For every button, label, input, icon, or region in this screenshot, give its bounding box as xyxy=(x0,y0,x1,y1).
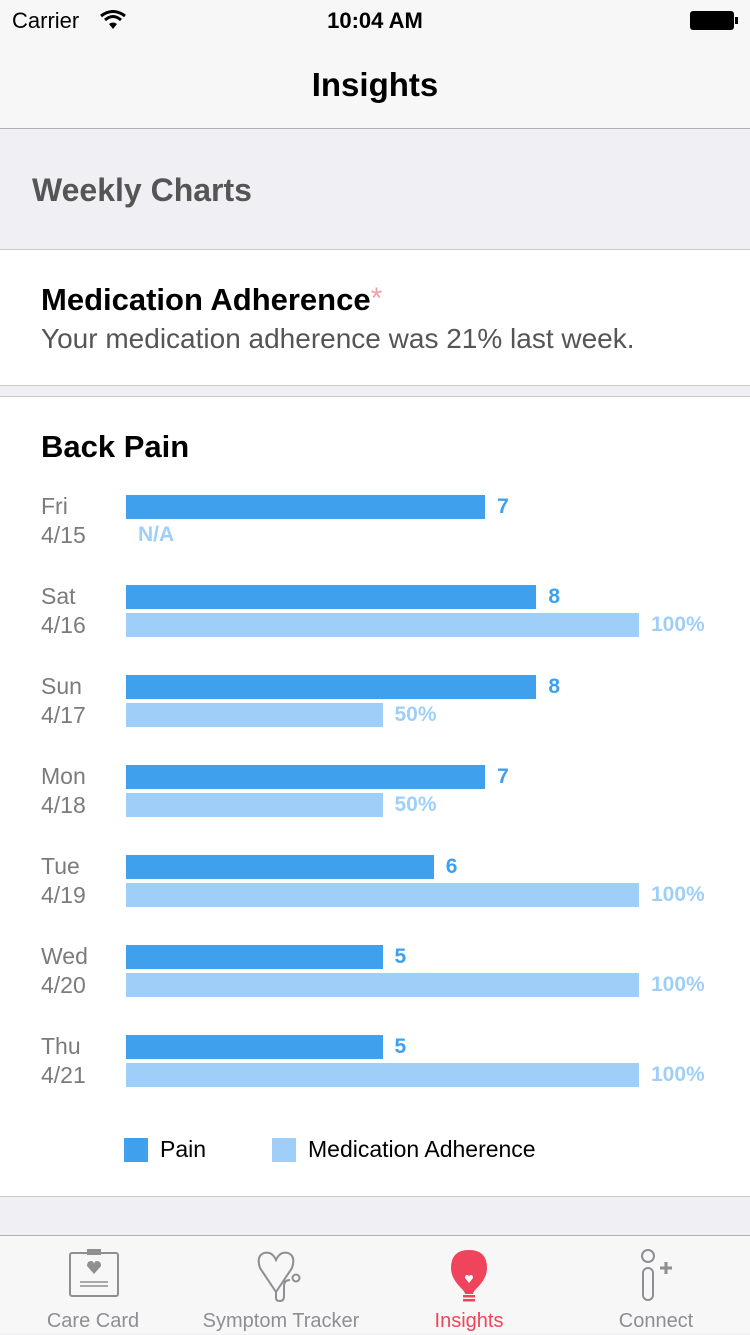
navigation-bar: Insights xyxy=(0,40,750,129)
clock: 10:04 AM xyxy=(327,8,423,33)
pain-bar xyxy=(126,495,486,519)
day-label-line: Fri xyxy=(41,493,68,519)
pain-bar xyxy=(126,765,486,789)
card-title: Medication Adherence* xyxy=(41,282,383,317)
pain-value-label: 8 xyxy=(548,585,561,608)
day-label: Sun 4/17 xyxy=(41,672,86,730)
day-label-line: Thu xyxy=(41,1033,81,1059)
adherence-bar xyxy=(126,1063,639,1087)
tab-care-card[interactable]: Care Card xyxy=(0,1236,186,1335)
pain-value-label: 7 xyxy=(497,495,509,518)
adherence-value-label: N/A xyxy=(138,523,175,546)
day-label-line: Wed xyxy=(41,943,88,969)
tab-symptom-tracker[interactable]: Symptom Tracker xyxy=(186,1236,376,1335)
legend-swatch-pain xyxy=(124,1138,148,1162)
carrier: Carrier xyxy=(12,8,80,33)
tab-label: Insights xyxy=(434,1310,504,1332)
adherence-bar xyxy=(126,883,639,907)
status-bar: Carrier 10:04 AM xyxy=(0,0,750,40)
adherence-value-label: 100% xyxy=(651,883,705,906)
day-label: Wed 4/20 xyxy=(41,942,88,1000)
day-label: Tue 4/19 xyxy=(41,852,86,910)
tab-bar: Care Card Symptom Tracker Insights Conne… xyxy=(0,1235,750,1334)
day-label-line: Mon xyxy=(41,763,86,789)
legend-swatch-adherence xyxy=(272,1138,296,1162)
day-label: Sat 4/16 xyxy=(41,582,86,640)
pain-value-label: 6 xyxy=(445,855,458,878)
pain-value-label: 8 xyxy=(548,675,561,698)
day-label-line: 4/15 xyxy=(41,522,86,548)
section-header: Weekly Charts xyxy=(32,172,252,208)
day-label-line: 4/18 xyxy=(41,792,86,818)
tab-label: Care Card xyxy=(46,1310,140,1332)
asterisk: * xyxy=(370,282,383,315)
adherence-bar xyxy=(126,973,639,997)
day-label-line: Sun xyxy=(41,673,82,699)
tab-label: Connect xyxy=(618,1310,694,1332)
day-label-line: 4/19 xyxy=(41,882,86,908)
adherence-bar xyxy=(126,703,383,727)
day-label: Thu 4/21 xyxy=(41,1032,86,1090)
adherence-value-label: 50% xyxy=(394,793,437,816)
pain-bar xyxy=(126,585,537,609)
day-label: Fri 4/15 xyxy=(41,492,86,550)
pain-value-label: 7 xyxy=(497,765,509,788)
adherence-bar xyxy=(126,613,639,637)
adherence-value-label: 100% xyxy=(651,973,705,996)
tab-insights[interactable]: Insights xyxy=(376,1236,562,1335)
adherence-value-label: 50% xyxy=(394,703,437,726)
tab-label: Symptom Tracker xyxy=(202,1310,360,1332)
pain-bar xyxy=(126,675,537,699)
bar-chart: Fri 4/15 7 N/A Sat 4/16 8 100% Sun 4/17 8 50% Mon 4/1… xyxy=(0,397,750,1197)
back-pain-chart-card: Back Pain Fri 4/15 7 N/A Sat 4/16 8 100% Sun 4/17… xyxy=(0,396,750,1197)
pain-value-label: 5 xyxy=(394,945,407,968)
pain-value-label: 5 xyxy=(394,1035,407,1058)
pain-bar xyxy=(126,855,434,879)
wifi-icon xyxy=(100,10,126,29)
pain-bar xyxy=(126,945,383,969)
day-label-line: 4/17 xyxy=(41,702,86,728)
chart-title: Back Pain xyxy=(41,429,190,464)
lightbulb-heart-icon xyxy=(451,1250,487,1302)
battery-icon xyxy=(690,11,734,30)
person-add-icon xyxy=(641,1249,672,1301)
clipboard-heart-icon xyxy=(69,1249,119,1297)
medication-adherence-card[interactable]: Medication Adherence* Your medication ad… xyxy=(0,249,750,386)
day-label-line: 4/16 xyxy=(41,612,86,638)
pain-bar xyxy=(126,1035,383,1059)
tab-connect[interactable]: Connect xyxy=(562,1236,750,1335)
page-title: Insights xyxy=(311,66,439,103)
legend-label-adherence: Medication Adherence xyxy=(308,1136,536,1162)
day-label-line: Tue xyxy=(41,853,80,879)
stethoscope-icon xyxy=(257,1251,301,1302)
day-label-line: 4/21 xyxy=(41,1062,86,1088)
day-label-line: Sat xyxy=(41,583,76,609)
day-label: Mon 4/18 xyxy=(41,762,86,820)
adherence-value-label: 100% xyxy=(651,613,705,636)
adherence-bar xyxy=(126,793,383,817)
adherence-value-label: 100% xyxy=(651,1063,705,1086)
card-subtitle: Your medication adherence was 21% last w… xyxy=(41,323,635,354)
day-label-line: 4/20 xyxy=(41,972,86,998)
legend-label-pain: Pain xyxy=(160,1136,207,1162)
